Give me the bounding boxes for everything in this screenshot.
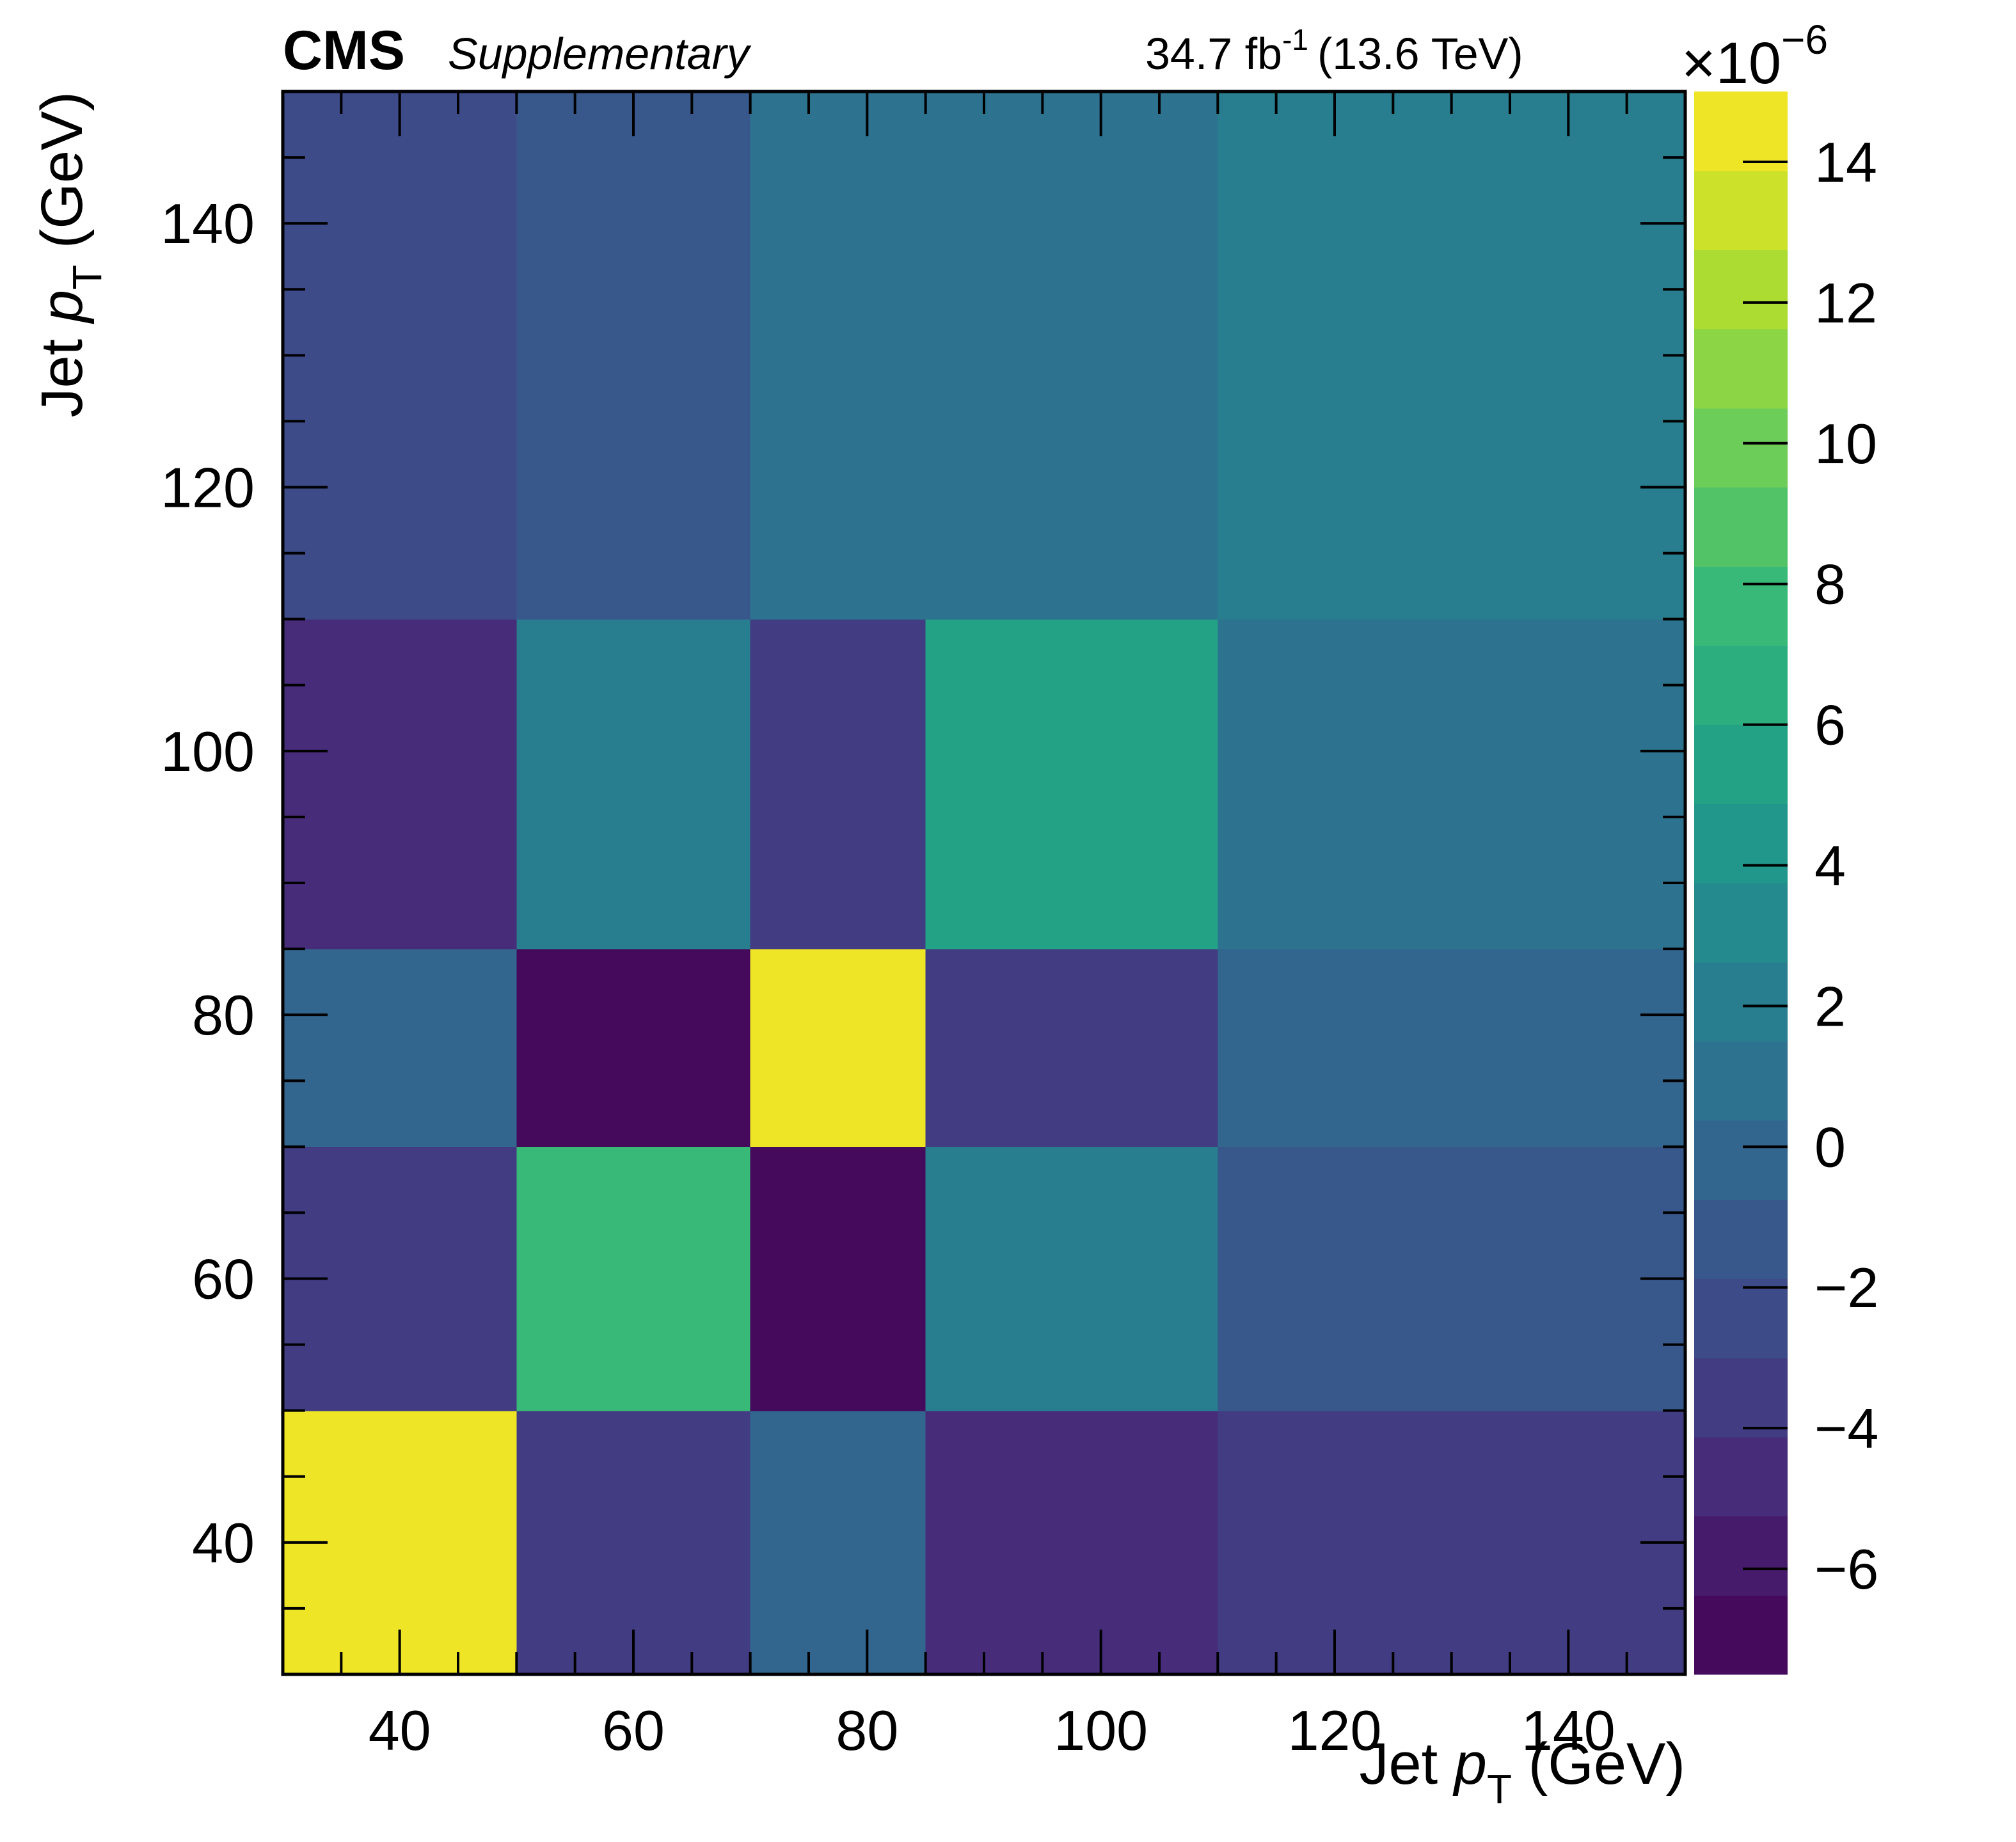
colorbar-level [1694,408,1788,488]
heatmap-cell [750,949,926,1147]
heatmap-cell [516,949,751,1147]
x-tick-label: 80 [836,1699,898,1762]
heatmap-cell [516,91,751,620]
colorbar-level [1694,962,1788,1042]
experiment-label: CMS [283,20,405,81]
heatmap-cell [925,1410,1218,1675]
x-axis-title-sub: T [1487,1766,1512,1812]
colorbar-tick-label: 2 [1814,974,1846,1038]
colorbar-level [1694,1595,1788,1675]
y-axis-title-sub: T [64,265,110,290]
x-axis-title: Jet pT (GeV) [1360,1731,1686,1812]
heatmap-cell [516,1147,751,1411]
colorbar-multiplier: ×10−6 [1681,17,1828,96]
heatmap-cell [1218,1147,1686,1411]
y-tick-labels: 40 60 80 100 120 140 [161,192,255,1575]
colorbar-level [1694,566,1788,646]
heatmap-cells [283,91,1686,1675]
y-axis-title-suffix: (GeV) [29,91,95,265]
y-tick-label: 60 [192,1248,255,1311]
heatmap-cell [1218,1410,1686,1675]
colorbar-tick-label: 14 [1814,131,1877,194]
y-axis-title: Jet pT (GeV) [29,91,110,418]
colorbar-tick-label: 0 [1814,1115,1846,1179]
x-tick-label: 120 [1288,1699,1382,1762]
luminosity-value: 34.7 fb [1145,29,1282,79]
colorbar-tick-label: −4 [1814,1397,1878,1460]
y-tick-label: 80 [192,983,255,1047]
heatmap-cell [1218,91,1686,620]
x-tick-label: 60 [602,1699,665,1762]
y-tick-label: 140 [161,192,255,255]
colorbar-tick-label: 10 [1814,412,1877,475]
heatmap-cell [925,619,1218,949]
y-axis-title-var: p [29,290,95,324]
heatmap-cell [925,1147,1218,1411]
colorbar-multiplier-exponent: −6 [1781,17,1828,63]
colorbar-tick-label: −6 [1814,1537,1878,1601]
colorbar-level [1694,804,1788,884]
colorbar-level [1694,1041,1788,1121]
colorbar-ticks [1743,160,1788,1571]
colorbar-level [1694,645,1788,726]
x-tick-label: 140 [1521,1699,1615,1762]
colorbar-level [1694,1199,1788,1280]
x-tick-label: 100 [1054,1699,1148,1762]
colorbar [1694,91,1788,1675]
colorbar-level [1694,1516,1788,1596]
colorbar-level [1694,91,1788,171]
y-tick-label: 100 [161,720,255,783]
colorbar-level [1694,1358,1788,1438]
luminosity-label: 34.7 fb-1 (13.6 TeV) [1145,23,1523,79]
heatmap-cell [283,949,517,1147]
heatmap-cell [750,91,926,620]
colorbar-tick-label: −2 [1814,1256,1878,1319]
heatmap-cell [283,619,517,949]
x-axis-title-var: p [1452,1731,1487,1797]
colorbar-tick-label: 12 [1814,271,1877,335]
heatmap-cell [925,949,1218,1147]
luminosity-exponent: -1 [1282,23,1308,56]
heatmap-cell [750,619,926,949]
colorbar-level [1694,883,1788,963]
colorbar-level [1694,250,1788,329]
x-axis-title-suffix: (GeV) [1512,1731,1685,1797]
colorbar-tick-label: 4 [1814,834,1846,898]
qualifier-label: Supplementary [448,29,752,79]
colorbar-level [1694,487,1788,567]
colorbar-level [1694,724,1788,804]
colorbar-tick-label: 8 [1814,553,1846,616]
colorbar-tick-label: 6 [1814,694,1846,757]
colorbar-level [1694,1120,1788,1200]
colorbar-multiplier-base: ×10 [1681,31,1781,96]
x-tick-label: 40 [369,1699,431,1762]
colorbar-level [1694,329,1788,409]
colorbar-level [1694,170,1788,250]
heatmap-cell [925,91,1218,620]
colorbar-level [1694,1278,1788,1358]
heatmap-cell [1218,619,1686,949]
heatmap-cell [750,1147,926,1411]
heatmap-cell [283,91,517,620]
heatmap-cell [516,619,751,949]
colorbar-level [1694,1436,1788,1517]
energy-label: (13.6 TeV) [1317,29,1523,79]
colorbar-tick-labels: 14 12 10 8 6 4 2 0 −2 −4 −6 [1814,131,1878,1601]
x-axis-title-prefix: Jet [1360,1731,1454,1797]
heatmap-cell [1218,949,1686,1147]
y-axis-title-prefix: Jet [29,322,95,417]
heatmap-cell [750,1410,926,1675]
y-tick-label: 40 [192,1511,255,1575]
x-tick-labels: 40 60 80 100 120 140 [369,1699,1615,1762]
y-tick-label: 120 [161,456,255,520]
axis-ticks [283,91,1685,1674]
